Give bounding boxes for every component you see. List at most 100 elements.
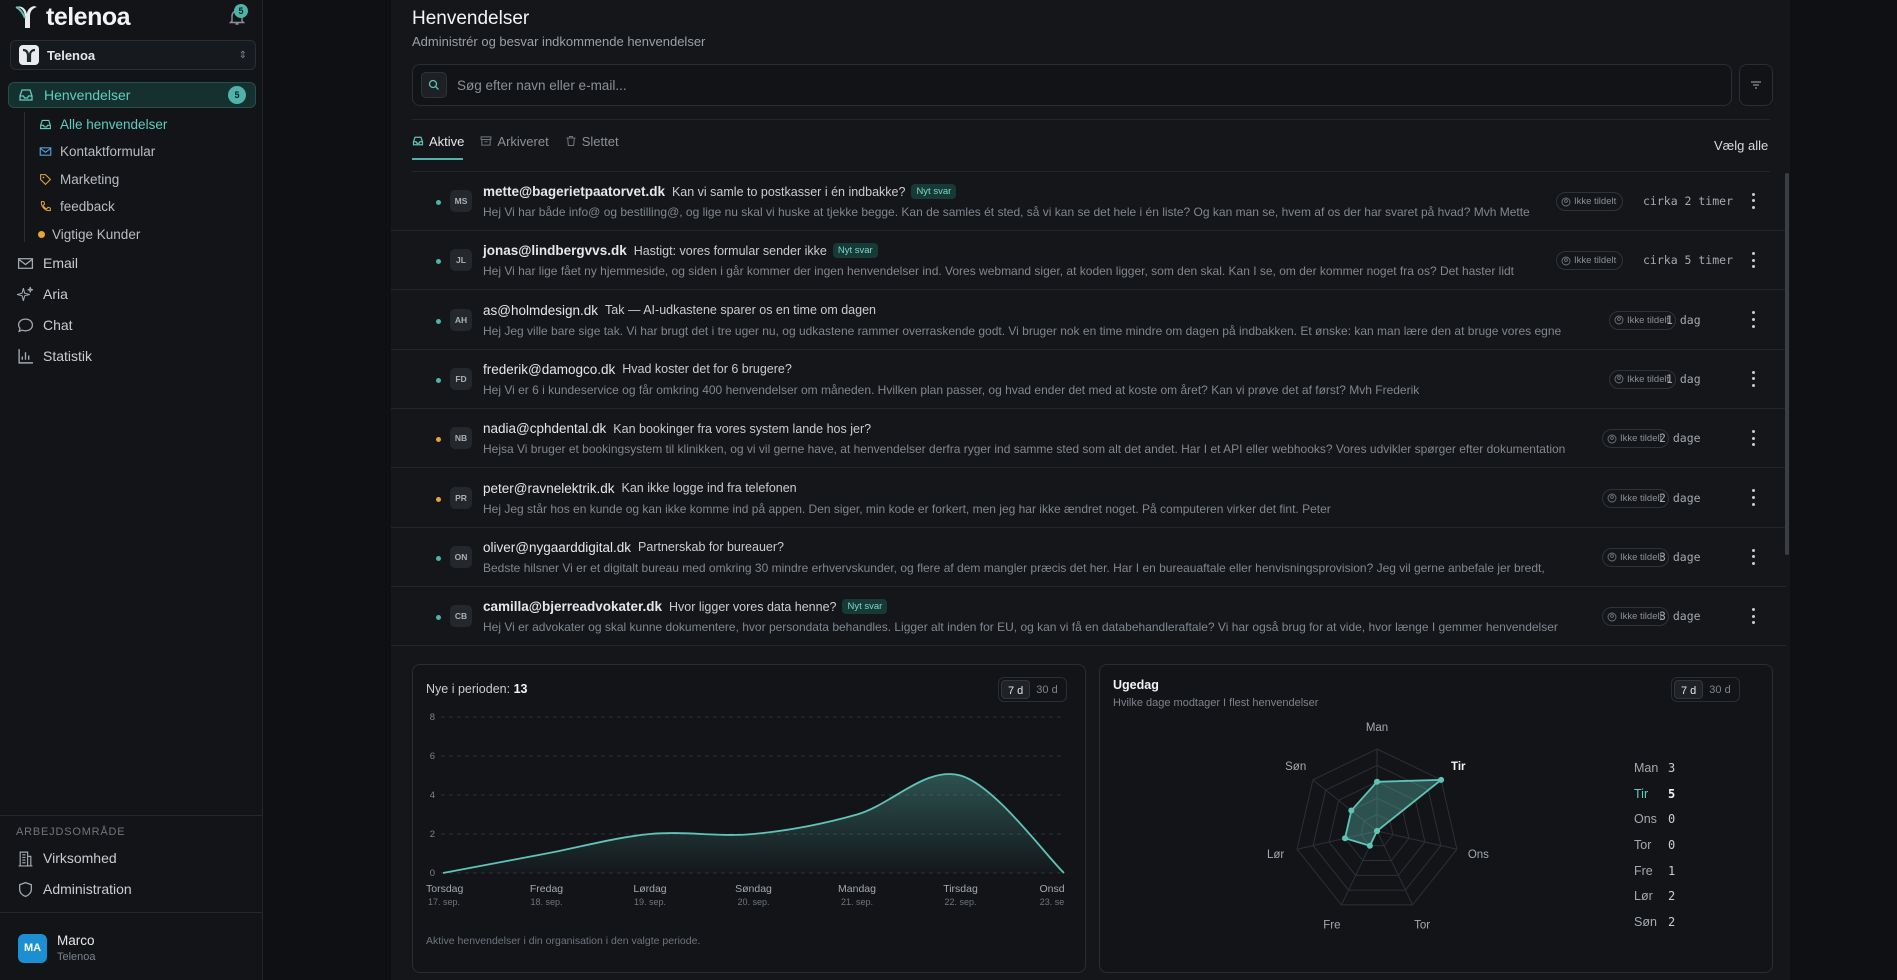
sidebar-item-aria[interactable]: Aria: [16, 282, 68, 306]
sidebar-subitem-vigtige-kunder[interactable]: Vigtige Kunder: [38, 223, 140, 245]
notifications-button[interactable]: 5: [228, 4, 248, 26]
avatar: JL: [450, 249, 472, 272]
status-dot-icon: [436, 259, 441, 265]
range-30d-button[interactable]: 30 d: [1709, 684, 1731, 696]
sender-email: nadia@cphdental.dk: [483, 421, 607, 437]
brand: telenoa 5: [14, 2, 250, 32]
avatar: AH: [450, 308, 472, 331]
legend-day: Søn: [1634, 914, 1657, 929]
assign-button[interactable]: Ikke tildelt: [1602, 488, 1670, 508]
divider: [412, 171, 1770, 172]
tab-arkiveret[interactable]: Arkiveret: [480, 130, 549, 152]
notification-count: 5: [234, 4, 248, 18]
axis-label: Ons: [1468, 849, 1489, 861]
assign-label: Ikke tildelt: [1627, 314, 1670, 326]
list-item[interactable]: PR peter@ravnelektrik.dk Kan ikke logge in…: [391, 469, 1786, 528]
tab-slettet[interactable]: Slettet: [565, 130, 619, 152]
row-heading: peter@ravnelektrik.dk Kan ikke logge ind …: [483, 481, 797, 496]
mail-icon: [16, 254, 34, 272]
sidebar-item-statistik[interactable]: Statistik: [16, 344, 92, 368]
list-item[interactable]: ON oliver@nygaarddigital.dk Partnerskab fo…: [391, 528, 1786, 587]
org-switcher[interactable]: Telenoa ⇕: [10, 40, 256, 70]
sender-email: jonas@lindbergvvs.dk: [483, 243, 627, 259]
range-30d-button[interactable]: 30 d: [1036, 684, 1058, 696]
sidebar-item-administration[interactable]: Administration: [16, 877, 132, 901]
divider: [412, 119, 1770, 120]
more-options-icon[interactable]: [1748, 547, 1758, 567]
list-item[interactable]: CB camilla@bjerreadvokater.dk Hvor ligger …: [391, 587, 1786, 647]
message-preview: Hej Vi har både info@ og bestilling@, og…: [483, 205, 1530, 219]
assign-button[interactable]: Ikke tildelt: [1602, 607, 1670, 627]
page-subtitle: Administrér og besvar indkommende henven…: [412, 34, 706, 49]
range-7d-button[interactable]: 7 d: [1001, 680, 1031, 699]
more-options-icon[interactable]: [1748, 310, 1758, 330]
avatar: MS: [450, 190, 472, 212]
sparkle-icon: [16, 285, 34, 303]
x-tick-label: Tirsdag: [943, 883, 978, 895]
sidebar-item-label: Aria: [43, 286, 68, 302]
status-dot-icon: [436, 615, 441, 621]
sidebar-item-chat[interactable]: Chat: [16, 313, 73, 337]
select-all-button[interactable]: Vælg alle: [1714, 138, 1769, 153]
timestamp: 3 dage: [1659, 609, 1701, 624]
more-options-icon[interactable]: [1748, 250, 1758, 270]
sidebar-item-label: Administration: [43, 881, 132, 897]
user-circle-icon: [1607, 434, 1617, 444]
assign-button[interactable]: Ikke tildelt: [1556, 251, 1624, 271]
sidebar-item-virksomhed[interactable]: Virksomhed: [16, 846, 117, 870]
more-options-icon[interactable]: [1748, 488, 1758, 508]
axis-label: Tir: [1451, 761, 1466, 773]
assign-button[interactable]: Ikke tildelt: [1602, 429, 1670, 449]
tab-aktive[interactable]: Aktive: [412, 130, 464, 152]
tab-label: Slettet: [581, 133, 619, 149]
more-options-icon[interactable]: [1748, 428, 1758, 448]
sidebar-subitem-marketing[interactable]: Marketing: [38, 168, 119, 190]
list-item[interactable]: FD frederik@damogco.dk Hvad koster det for…: [391, 350, 1786, 409]
card-footer: Aktive henvendelser i din organisation i…: [426, 935, 701, 947]
message-preview: Hej Jeg står hos en kunde og kan ikke ko…: [483, 501, 1331, 516]
more-options-icon[interactable]: [1748, 369, 1758, 389]
range-7d-button[interactable]: 7 d: [1674, 680, 1704, 699]
data-point[interactable]: [1366, 842, 1373, 849]
data-point[interactable]: [1348, 807, 1355, 814]
sidebar-item-email[interactable]: Email: [16, 251, 78, 275]
sidebar-subitem-feedback[interactable]: feedback: [38, 195, 115, 217]
data-point[interactable]: [1374, 828, 1380, 834]
filter-button[interactable]: [1739, 64, 1773, 106]
user-menu[interactable]: MA Marco Telenoa: [18, 933, 96, 963]
scrollbar[interactable]: [1785, 173, 1789, 555]
search-input[interactable]: Søg efter navn eller e-mail...: [412, 64, 1732, 106]
trash-icon: [565, 135, 577, 147]
sidebar-subitem-alle[interactable]: Alle henvendelser: [38, 113, 167, 135]
list-item[interactable]: AH as@holmdesign.dk Tak — AI-udkastene spa…: [391, 291, 1786, 350]
sender-email: oliver@nygaarddigital.dk: [483, 539, 632, 555]
assign-button[interactable]: Ikke tildelt: [1609, 369, 1677, 389]
list-item[interactable]: MS mette@bagerietpaatorvet.dk Kan vi samle…: [391, 172, 1786, 231]
x-tick-label: Onsd: [1039, 883, 1064, 895]
data-point[interactable]: [1342, 835, 1349, 842]
avatar: NB: [450, 427, 472, 450]
avatar: CB: [450, 605, 472, 628]
sidebar-subitem-kontaktformular[interactable]: Kontaktformular: [38, 140, 155, 162]
assign-button[interactable]: Ikke tildelt: [1602, 547, 1670, 567]
list-item[interactable]: JL jonas@lindbergvvs.dk Hastigt: vores for…: [391, 231, 1786, 291]
filter-icon: [1751, 81, 1761, 89]
sidebar-item-henvendelser[interactable]: Henvendelser 5: [8, 82, 256, 108]
assign-button[interactable]: Ikke tildelt: [1609, 310, 1677, 330]
more-options-icon[interactable]: [1748, 606, 1758, 626]
sidebar-subitem-label: feedback: [60, 198, 115, 214]
data-point[interactable]: [1438, 776, 1445, 783]
x-tick-label: Mandag: [838, 883, 876, 895]
subject: Hvor ligger vores data henne?: [669, 599, 837, 614]
weekday-legend: Man 3 Tir 5 Ons 0 Tor 0 Fre 1 Lør 2 Søn 2: [1634, 755, 1675, 935]
legend-row: Tor 0: [1634, 832, 1675, 858]
org-logo-icon: [19, 45, 39, 65]
list-item[interactable]: NB nadia@cphdental.dk Kan bookinger fra vo…: [391, 409, 1786, 469]
assign-button[interactable]: Ikke tildelt: [1556, 192, 1624, 211]
user-org: Telenoa: [57, 951, 96, 963]
tab-bar: Aktive Arkiveret Slettet: [412, 130, 635, 160]
tag-icon: [38, 172, 52, 186]
more-options-icon[interactable]: [1748, 191, 1758, 211]
data-point[interactable]: [1374, 778, 1380, 785]
status-dot-icon: [436, 496, 441, 502]
